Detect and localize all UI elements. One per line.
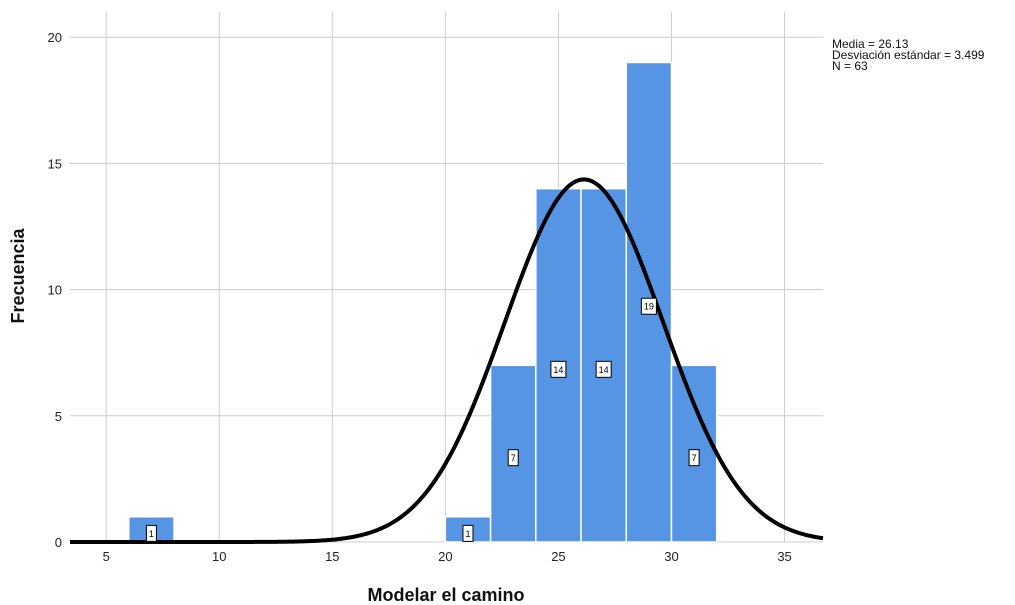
bar-label-box bbox=[462, 524, 474, 542]
bar-value-labels: 1 1 7 14 14 19 7 bbox=[145, 297, 700, 542]
normal-curve bbox=[70, 177, 824, 544]
y-tick-label: 0 bbox=[55, 535, 62, 550]
y-tick-label: 15 bbox=[48, 156, 62, 171]
bar-value-label: 14 bbox=[599, 365, 609, 375]
stats-mean: Media = 26.13 bbox=[832, 37, 909, 51]
y-tick-label: 10 bbox=[48, 283, 62, 298]
bar-label-box bbox=[640, 297, 657, 315]
y-tick-label: 20 bbox=[48, 30, 62, 45]
stats-n: N = 63 bbox=[832, 59, 868, 73]
x-tick-label: 10 bbox=[212, 549, 226, 564]
x-tick-label: 5 bbox=[103, 549, 110, 564]
bar-value-label: 1 bbox=[149, 529, 154, 539]
bar-label-box bbox=[145, 524, 157, 542]
x-tick-label: 20 bbox=[438, 549, 452, 564]
x-tick-label: 35 bbox=[777, 549, 791, 564]
y-tick-label: 5 bbox=[55, 409, 62, 424]
x-tick-label: 25 bbox=[551, 549, 565, 564]
bar-value-label: 14 bbox=[553, 365, 563, 375]
y-axis-title: Frecuencia bbox=[8, 227, 28, 323]
stats-sd: Desviación estándar = 3.499 bbox=[832, 48, 985, 62]
x-axis-title: Modelar el camino bbox=[367, 585, 524, 605]
bar-label-box bbox=[595, 360, 612, 378]
bar-value-label: 19 bbox=[644, 302, 654, 312]
bar-value-label: 1 bbox=[465, 529, 470, 539]
x-axis-ticks: 5 10 15 20 25 30 35 bbox=[103, 549, 792, 564]
bar-label-box bbox=[507, 449, 519, 467]
y-axis-ticks: 0 5 10 15 20 bbox=[48, 30, 62, 550]
stats-box: Media = 26.13 Desviación estándar = 3.49… bbox=[832, 37, 985, 73]
histogram-bars bbox=[128, 61, 718, 543]
bar-label-box bbox=[688, 449, 700, 467]
histogram-bar bbox=[489, 364, 537, 543]
bar-label-box bbox=[550, 360, 567, 378]
bar-value-label: 7 bbox=[511, 453, 516, 463]
bar-value-label: 7 bbox=[692, 453, 697, 463]
x-tick-label: 30 bbox=[664, 549, 678, 564]
x-tick-label: 15 bbox=[325, 549, 339, 564]
